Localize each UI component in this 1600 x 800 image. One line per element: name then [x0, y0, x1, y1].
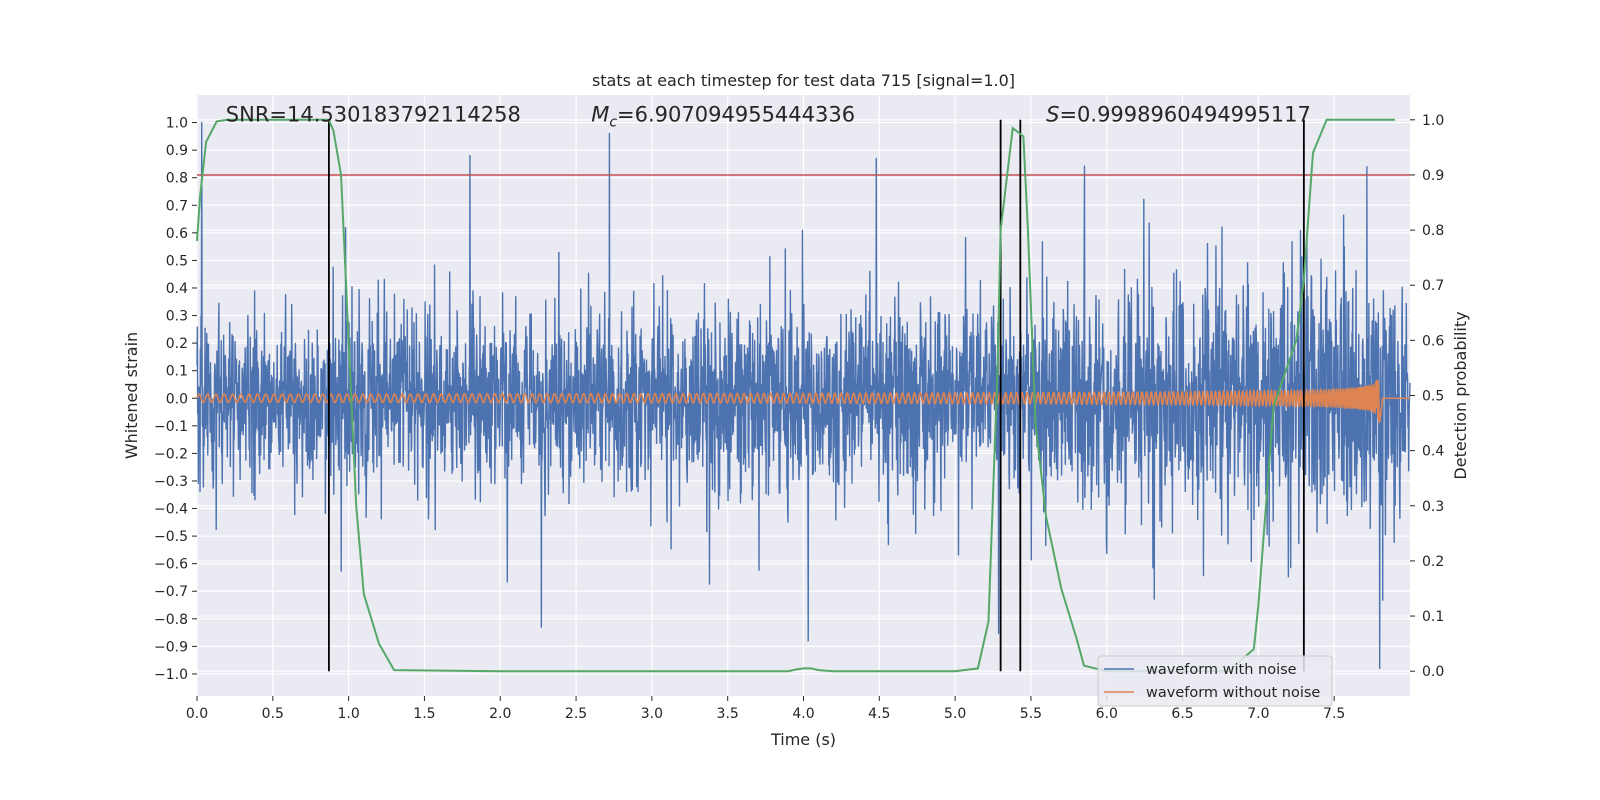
y-left-tick-label: −0.3 [154, 474, 188, 490]
probability-line [196, 118, 1395, 673]
chirp-mass-annotation: Mc=6.907094955444336 [591, 103, 855, 131]
vertical-markers [328, 119, 1305, 672]
y-left-tick-label: −0.8 [154, 612, 188, 628]
axis-ticks: 0.0 0.5 1.0 1.5 2.0 2.5 3.0 3.5 4.0 4.5 5.0 5.5 6.0 6… [154, 113, 1444, 722]
y-left-tick-label: 0.8 [166, 171, 188, 187]
x-tick-label: 2.0 [489, 706, 511, 722]
y-left-tick-label: 0.2 [166, 336, 188, 352]
y-right-tick-label: 0.7 [1422, 278, 1444, 294]
x-tick-label: 1.0 [337, 706, 359, 722]
legend: waveform with noise waveform without noi… [1097, 655, 1333, 707]
x-tick-label: 6.5 [1171, 706, 1193, 722]
x-tick-label: 4.0 [792, 706, 814, 722]
y-left-tick-label: −0.4 [154, 502, 188, 518]
s-symbol: S [1046, 103, 1059, 127]
legend-label-clean: waveform without noise [1146, 685, 1320, 701]
y-left-tick-label: 0.9 [166, 143, 188, 159]
y-axis-label-right: Detection probability [1451, 311, 1470, 479]
y-left-tick-label: 0.0 [166, 391, 188, 407]
y-left-tick-label: 0.3 [166, 309, 188, 325]
x-tick-label: 0.5 [262, 706, 284, 722]
y-right-tick-label: 0.0 [1422, 664, 1444, 680]
y-left-tick-label: −0.6 [154, 557, 188, 573]
x-tick-label: 5.5 [1020, 706, 1042, 722]
x-tick-label: 7.5 [1323, 706, 1345, 722]
x-tick-label: 3.0 [641, 706, 663, 722]
legend-label-noisy: waveform with noise [1146, 662, 1297, 678]
y-right-tick-label: 0.4 [1422, 444, 1444, 460]
x-tick-label: 1.5 [413, 706, 435, 722]
x-tick-label: 5.0 [944, 706, 966, 722]
x-tick-label: 0.0 [186, 706, 208, 722]
y-right-tick-label: 1.0 [1422, 113, 1444, 129]
clean-waveform-series [196, 379, 1410, 423]
y-left-tick-label: −0.2 [154, 446, 188, 462]
y-left-tick-label: 0.6 [166, 226, 188, 242]
score-annotation: S=0.9998960494995117 [1046, 103, 1311, 127]
x-tick-label: 2.5 [565, 706, 587, 722]
clean-waveform-line [196, 379, 1410, 423]
y-left-tick-label: 0.5 [166, 253, 188, 269]
probability-series [196, 118, 1395, 673]
y-axis-label-left: Whitened strain [122, 332, 141, 459]
x-tick-label: 3.5 [717, 706, 739, 722]
legend-box [1097, 655, 1333, 707]
y-right-tick-label: 0.2 [1422, 554, 1444, 570]
y-left-tick-label: −1.0 [154, 667, 188, 683]
y-right-tick-label: 0.6 [1422, 333, 1444, 349]
noisy-waveform-line [196, 121, 1411, 670]
y-left-tick-label: 1.0 [166, 116, 188, 132]
y-left-tick-label: 0.1 [166, 364, 188, 380]
y-right-tick-label: 0.3 [1422, 499, 1444, 515]
x-tick-label: 4.5 [868, 706, 890, 722]
noisy-waveform-series [196, 121, 1411, 670]
x-tick-label: 7.0 [1247, 706, 1269, 722]
y-right-tick-label: 0.5 [1422, 389, 1444, 405]
chart-title: stats at each timestep for test data 715… [592, 71, 1015, 90]
y-left-tick-label: −0.7 [154, 584, 188, 600]
mc-symbol: M [591, 103, 609, 127]
s-value: =0.9998960494995117 [1059, 103, 1310, 127]
y-left-tick-label: −0.5 [154, 529, 188, 545]
y-right-tick-label: 0.8 [1422, 223, 1444, 239]
snr-annotation: SNR=14.530183792114258 [226, 103, 521, 127]
y-right-tick-label: 0.1 [1422, 609, 1444, 625]
y-left-tick-label: 0.7 [166, 198, 188, 214]
y-left-tick-label: −0.1 [154, 419, 188, 435]
annotations: SNR=14.530183792114258 Mc=6.907094955444… [226, 103, 1311, 131]
mc-value: =6.907094955444336 [617, 103, 855, 127]
mc-subscript: c [609, 115, 617, 131]
x-tick-label: 6.0 [1096, 706, 1118, 722]
x-axis-label: Time (s) [770, 730, 836, 749]
y-left-tick-label: 0.4 [166, 281, 188, 297]
y-left-tick-label: −0.9 [154, 639, 188, 655]
y-right-tick-label: 0.9 [1422, 168, 1444, 184]
